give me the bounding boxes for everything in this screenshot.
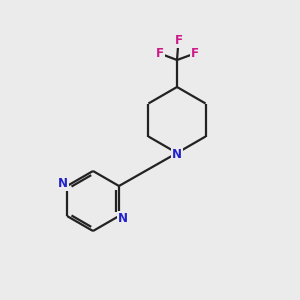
Text: N: N	[58, 177, 68, 190]
Text: F: F	[191, 47, 199, 60]
Text: F: F	[156, 47, 164, 60]
Text: N: N	[118, 212, 128, 225]
Text: N: N	[172, 148, 182, 161]
Text: F: F	[175, 34, 182, 47]
